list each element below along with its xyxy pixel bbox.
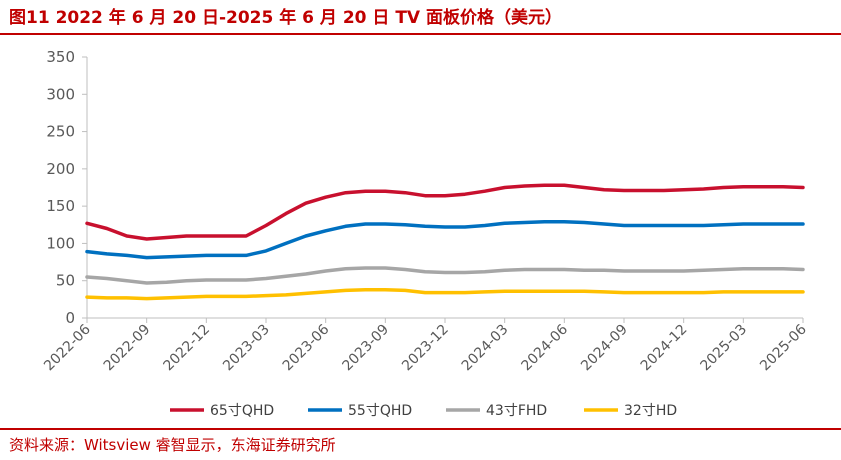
y-tick-label: 150: [46, 197, 75, 215]
legend-label: 65寸QHD: [210, 403, 274, 419]
x-tick-label: 2022-06: [41, 321, 94, 374]
x-tick-label: 2024-06: [518, 321, 571, 374]
x-tick-label: 2023-03: [220, 322, 273, 375]
x-tick-label: 2022-09: [101, 322, 154, 375]
y-tick-label: 0: [65, 309, 75, 327]
series-line: [85, 220, 805, 260]
x-tick-label: 2024-12: [638, 322, 691, 375]
y-axis-group: 0 50 100 150 200 250 300 350: [46, 48, 88, 327]
y-tick-label: 350: [46, 48, 75, 66]
y-tick-label: 300: [46, 85, 75, 103]
series-line: [85, 266, 805, 285]
line-chart: 0 50 100 150 200 250 300 350 2022-06 2022-09 2022…: [41, 48, 810, 419]
source-note: 资料来源：Witsview 睿智显示，东海证券研究所: [9, 436, 336, 454]
y-tick-label: 200: [46, 160, 75, 178]
legend: 65寸QHD 55寸QHD 43寸FHD 32寸HD: [170, 403, 677, 419]
y-tick-label: 50: [56, 272, 75, 290]
x-tick-label: 2023-06: [280, 321, 333, 374]
legend-label: 43寸FHD: [486, 403, 547, 419]
x-axis-group: 2022-06 2022-09 2022-12 2023-03 2023-06 2023-…: [41, 317, 810, 375]
legend-label: 55寸QHD: [348, 403, 412, 419]
figure-title: 图11 2022 年 6 月 20 日-2025 年 6 月 20 日 TV 面…: [9, 8, 563, 28]
x-tick-label: 2025-03: [697, 322, 750, 375]
series-line: [85, 183, 805, 241]
x-tick-label: 2023-09: [339, 322, 392, 375]
series-line: [85, 287, 805, 301]
series-lines: [85, 183, 805, 301]
y-tick-label: 250: [46, 123, 75, 141]
title-divider: [0, 33, 841, 35]
footer-divider: [0, 428, 841, 430]
x-tick-label: 2024-09: [578, 322, 631, 375]
x-tick-label: 2025-06: [757, 321, 810, 374]
x-tick-label: 2024-03: [459, 322, 512, 375]
x-tick-label: 2023-12: [399, 322, 452, 375]
legend-label: 32寸HD: [624, 403, 677, 419]
x-tick-label: 2022-12: [160, 322, 213, 375]
y-tick-label: 100: [46, 234, 75, 252]
